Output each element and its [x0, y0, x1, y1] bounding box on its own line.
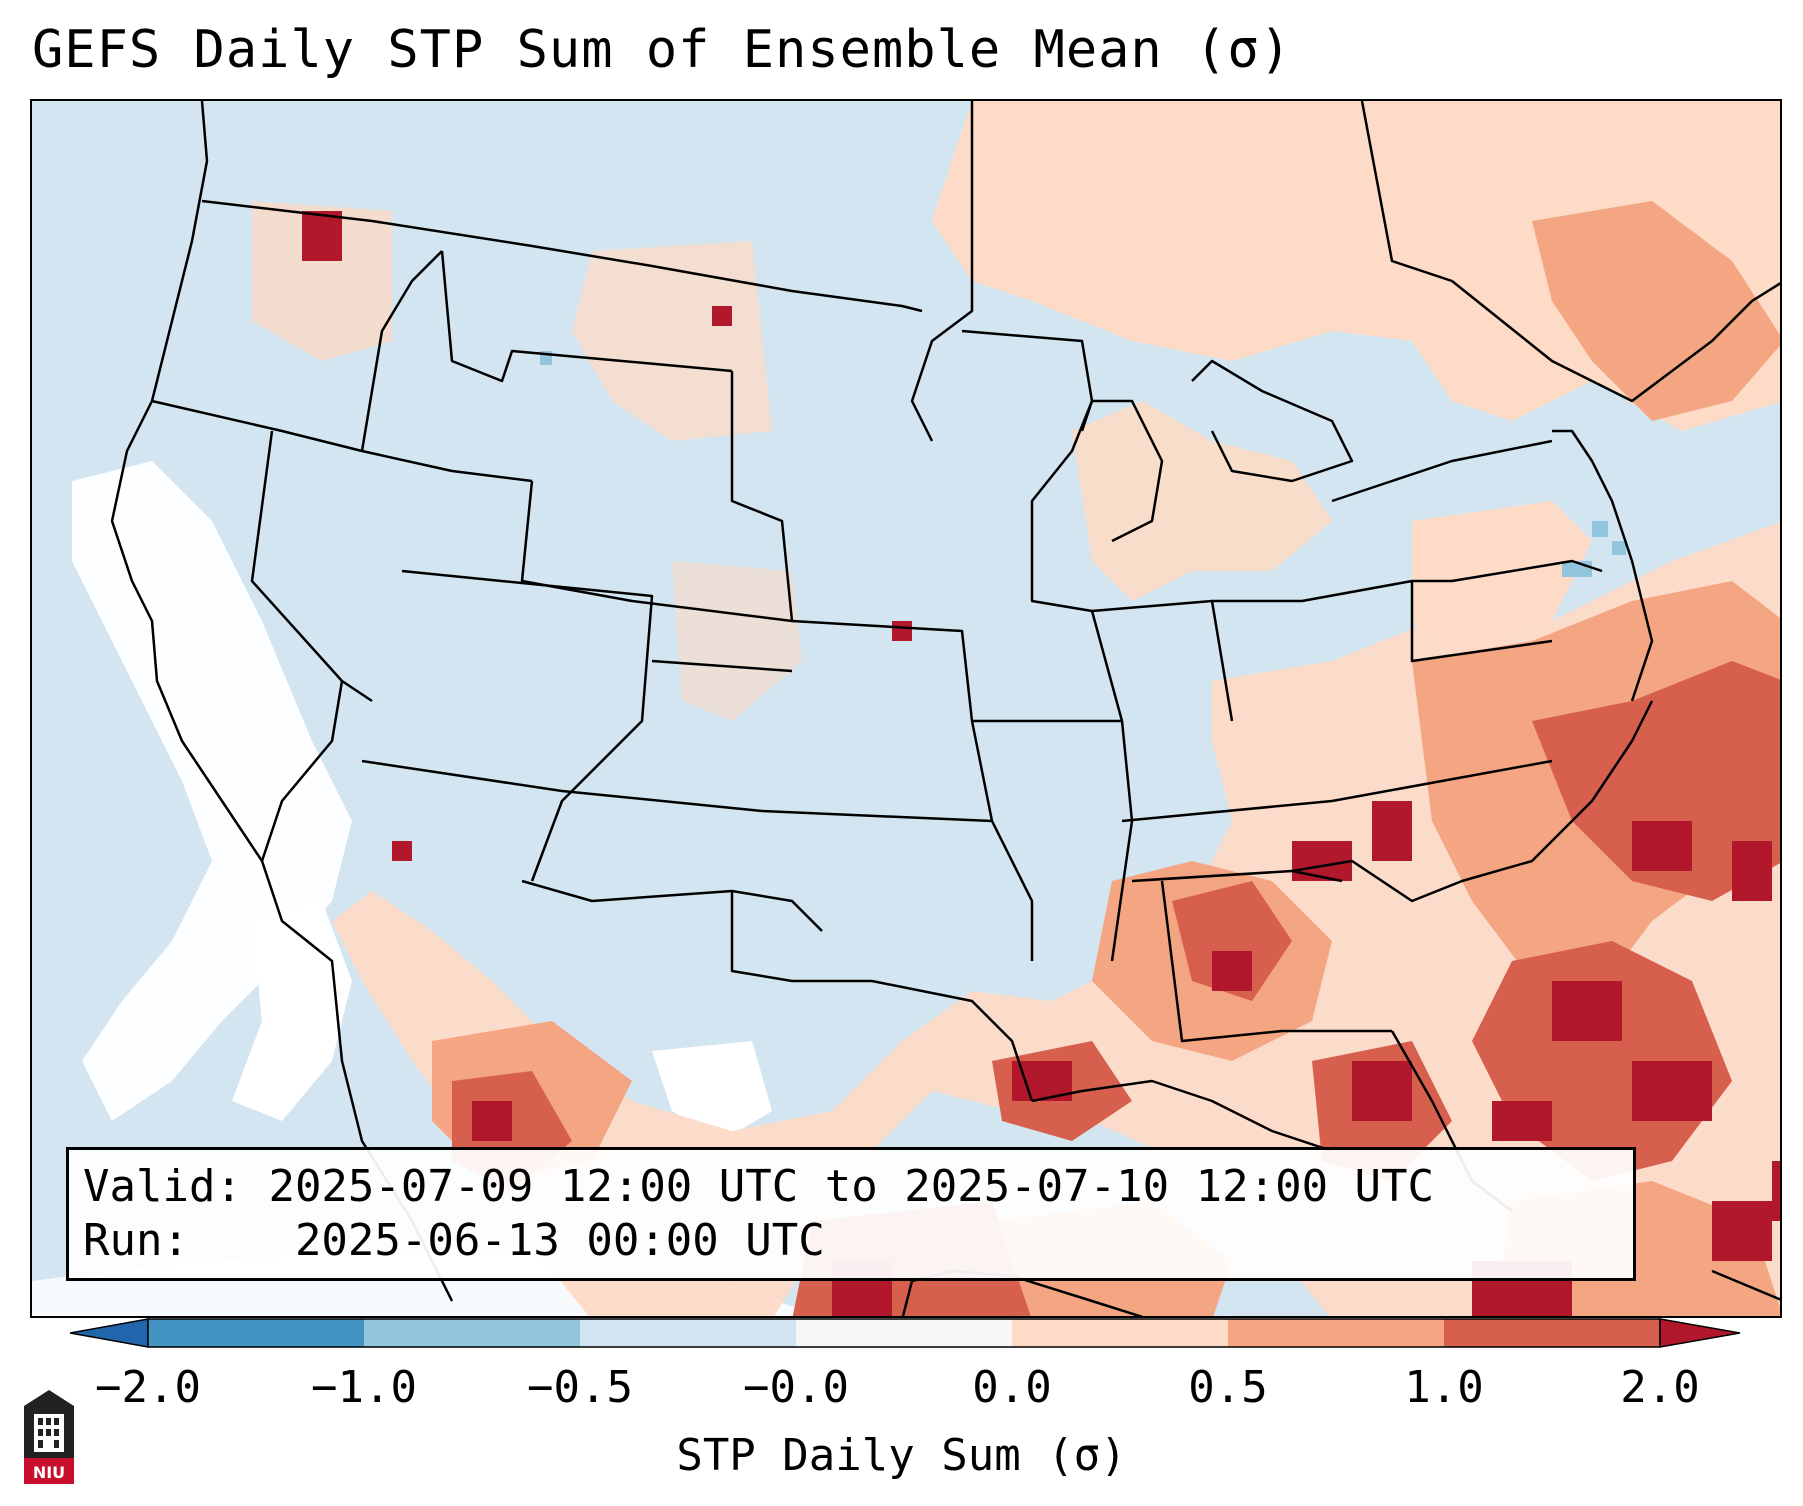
run-time: 2025-06-13 00:00 UTC: [294, 1215, 825, 1266]
colorbar-tick-2: −1.0: [311, 1362, 417, 1413]
run-label: Run:: [83, 1215, 189, 1266]
valid-range: 2025-07-09 12:00 UTC to 2025-07-10 12:00…: [268, 1161, 1435, 1212]
stp-map: [32, 101, 1780, 1316]
colorbar-bin-7: [1444, 1319, 1660, 1347]
chart-title: GEFS Daily STP Sum of Ensemble Mean (σ): [32, 20, 1292, 80]
colorbar-tick-3: −0.5: [527, 1362, 633, 1413]
valid-label: Valid:: [83, 1161, 242, 1212]
map-panel: [30, 99, 1782, 1318]
colorbar-bin-2: [364, 1319, 580, 1347]
colorbar-tick-1: −2.0: [95, 1362, 201, 1413]
valid-run-info-box: Valid: 2025-07-09 12:00 UTC to 2025-07-1…: [66, 1147, 1636, 1281]
colorbar-tick-5: 0.0: [972, 1362, 1052, 1413]
colorbar-bin-3: [580, 1319, 796, 1347]
niu-logo: NIU: [24, 1390, 74, 1484]
colorbar-bin-5: [1012, 1319, 1228, 1347]
political-boundaries: [110, 101, 1780, 1316]
colorbar-tick-7: 1.0: [1404, 1362, 1484, 1413]
colorbar-bin-6: [1228, 1319, 1444, 1347]
colorbar-bin-1: [148, 1319, 364, 1347]
colorbar-bin-4: [796, 1319, 1012, 1347]
colorbar-tick-8: 2.0: [1620, 1362, 1700, 1413]
colorbar: [70, 1318, 1740, 1348]
colorbar-under-extension: [70, 1318, 149, 1348]
colorbar-tick-4: −0.0: [743, 1362, 849, 1413]
max-positive-field: [302, 211, 1780, 1316]
colorbar-over-extension: [1659, 1318, 1740, 1348]
colorbar-tick-6: 0.5: [1188, 1362, 1268, 1413]
colorbar-label: STP Daily Sum (σ): [676, 1430, 1127, 1481]
niu-logo-text: NIU: [33, 1463, 65, 1482]
